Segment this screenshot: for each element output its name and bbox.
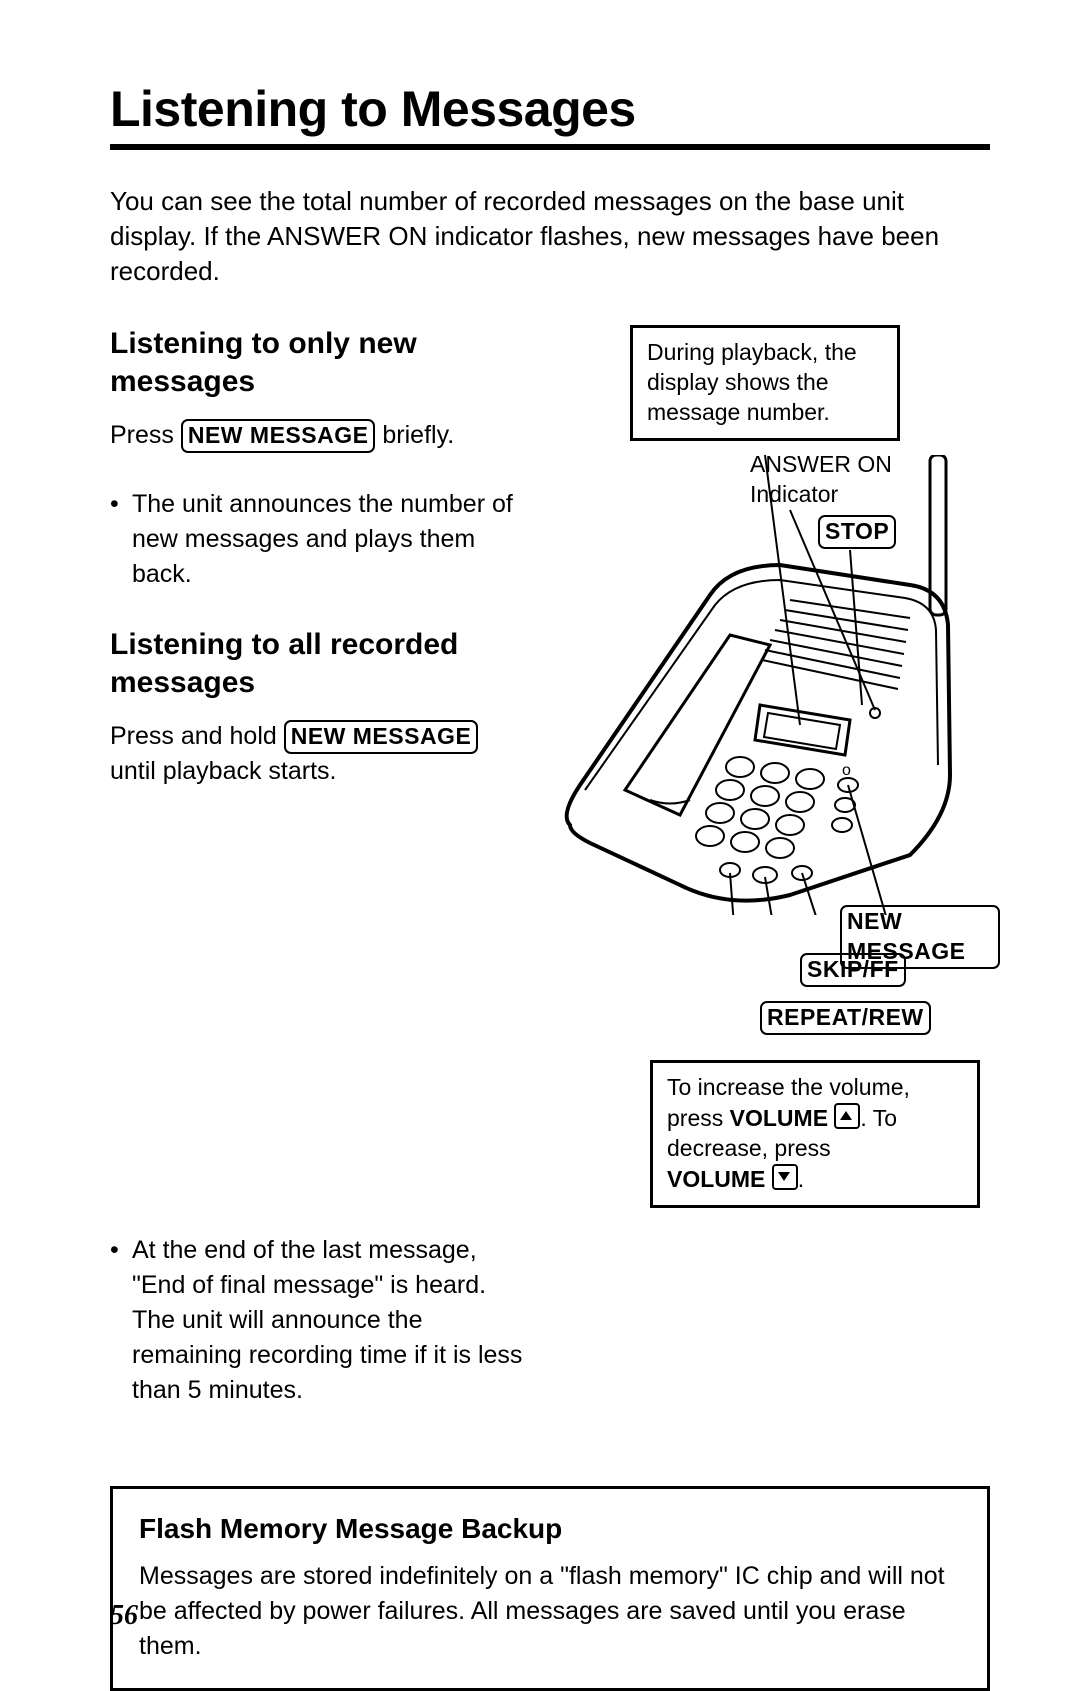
bullet-text: At the end of the last message, "End of … (132, 1233, 530, 1408)
section-1-instruction: Press NEW MESSAGE briefly. (110, 418, 530, 453)
left-column: Listening to only new messages Press NEW… (110, 325, 530, 1442)
bullet-dot: • (110, 1233, 132, 1408)
label-repeat-rew: REPEAT/REW (760, 1001, 931, 1035)
text-fragment: . (798, 1166, 804, 1192)
section-1-bullet: • The unit announces the number of new m… (110, 487, 530, 592)
new-message-button-label: NEW MESSAGE (284, 720, 479, 754)
svg-text:o: o (842, 762, 851, 779)
volume-label: VOLUME (667, 1166, 765, 1192)
volume-up-icon (834, 1103, 860, 1129)
two-column-layout: Listening to only new messages Press NEW… (110, 325, 990, 1442)
volume-down-icon (772, 1164, 798, 1190)
bullet-dot: • (110, 487, 132, 592)
section-2-instruction: Press and hold NEW MESSAGE until playbac… (110, 719, 530, 789)
phone-diagram: During playback, the display shows the m… (560, 325, 1000, 1245)
callout-display-number: During playback, the display shows the m… (630, 325, 900, 441)
text-fragment: Press and hold (110, 722, 284, 750)
flash-heading: Flash Memory Message Backup (139, 1513, 961, 1545)
volume-label: VOLUME (730, 1105, 828, 1131)
new-message-button-label: NEW MESSAGE (181, 419, 376, 453)
label-skip-ff: SKIP/FF (800, 953, 906, 987)
repeat-rew-button-label: REPEAT/REW (760, 1001, 931, 1035)
bullet-text: The unit announces the number of new mes… (132, 487, 530, 592)
callout-volume: To increase the volume, press VOLUME . T… (650, 1060, 980, 1208)
spacer (110, 823, 530, 1213)
skip-ff-button-label: SKIP/FF (800, 953, 906, 987)
text-fragment: Press (110, 421, 181, 449)
section-2-heading: Listening to all recorded messages (110, 626, 530, 701)
section-1-heading: Listening to only new messages (110, 325, 530, 400)
manual-page: Listening to Messages You can see the to… (0, 0, 1080, 1678)
text-fragment: until playback starts. (110, 757, 337, 785)
page-title: Listening to Messages (110, 80, 990, 138)
intro-text: You can see the total number of recorded… (110, 184, 990, 289)
bottom-bullet: • At the end of the last message, "End o… (110, 1233, 530, 1408)
title-rule (110, 144, 990, 150)
flash-memory-box: Flash Memory Message Backup Messages are… (110, 1486, 990, 1691)
page-number: 56 (110, 1600, 138, 1632)
flash-body: Messages are stored indefinitely on a "f… (139, 1559, 961, 1664)
phone-illustration: o (530, 455, 990, 915)
text-fragment: briefly. (375, 421, 454, 449)
right-column: During playback, the display shows the m… (560, 325, 1000, 1442)
